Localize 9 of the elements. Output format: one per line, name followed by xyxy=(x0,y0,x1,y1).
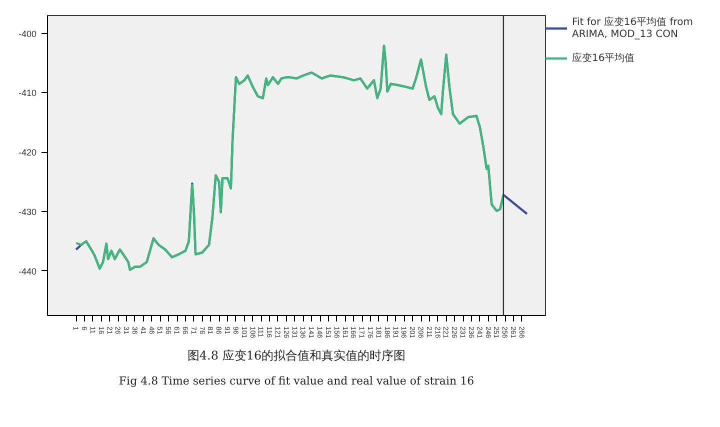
caption: 图4.8 应变16的拟合值和真实值的时序图 xyxy=(187,348,406,362)
y-tick-label: -430 xyxy=(18,207,36,218)
legend-label: 应变16平均值 xyxy=(572,52,635,65)
legend-label: Fit for 应变16平均值 from ARIMA, MOD_13 CON xyxy=(572,16,694,40)
y-tick-label: -420 xyxy=(18,148,36,158)
y-tick-label: -400 xyxy=(18,28,36,39)
y-tick-label: -440 xyxy=(18,266,36,276)
y-tick-label: -410 xyxy=(18,88,36,98)
caption: Fig 4.8 Time series curve of fit value and real value of strain 16 xyxy=(118,374,474,388)
